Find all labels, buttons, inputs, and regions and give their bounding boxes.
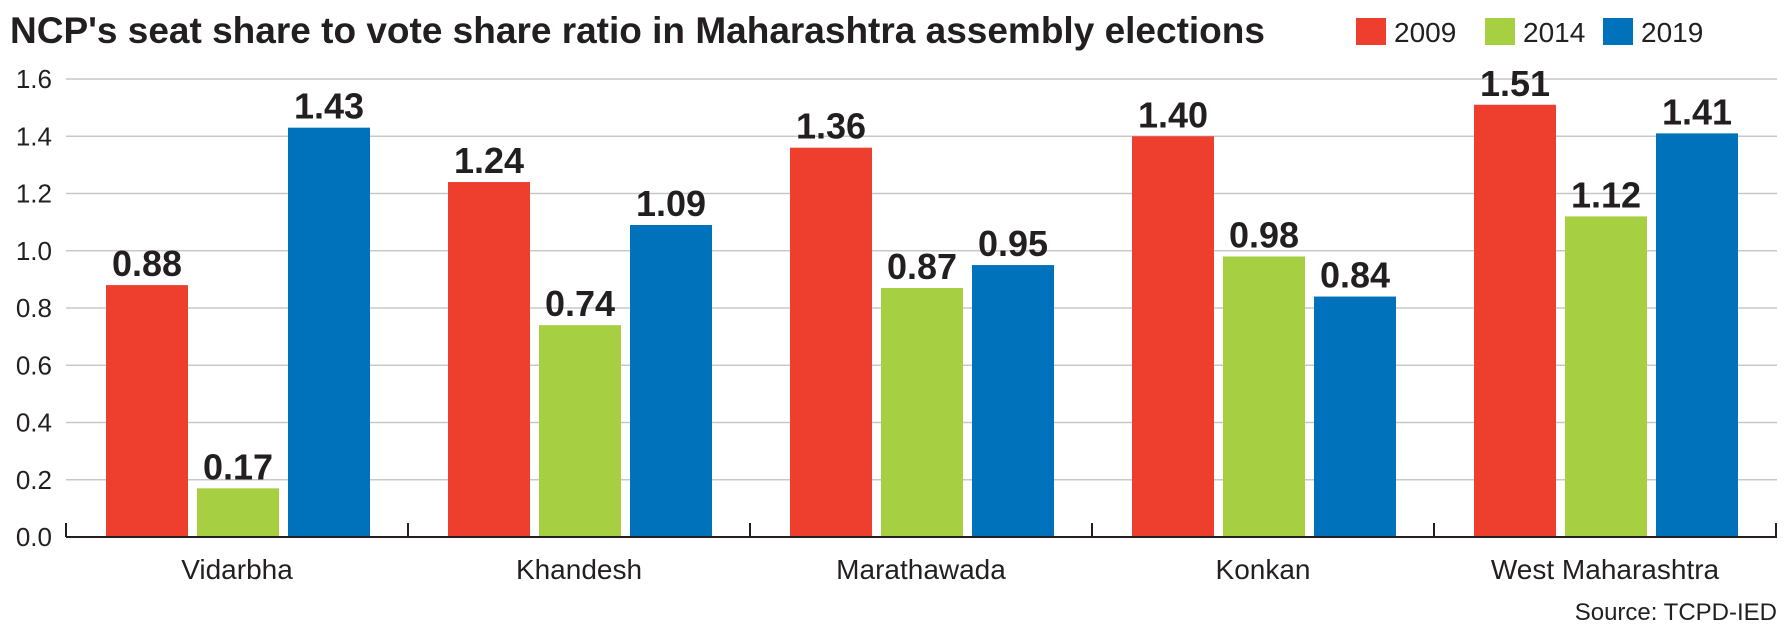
bar-2014-khandesh xyxy=(539,325,621,537)
y-tick-label-0.4: 0.4 xyxy=(16,408,52,438)
y-tick-label-0.2: 0.2 xyxy=(16,465,52,495)
bar-2009-khandesh xyxy=(448,182,530,538)
bar-2009-west-maharashtra xyxy=(1474,104,1556,537)
legend-swatch-2019 xyxy=(1603,18,1633,45)
chart-title: NCP's seat share to vote share ratio in … xyxy=(10,10,1265,51)
value-label-2019-konkan: 0.84 xyxy=(1320,255,1390,296)
value-labels: 0.88 0.17 1.43 1.24 0.74 1.09 1.36 0.87 0.95 1.40… xyxy=(112,63,1732,488)
bar-2009-konkan xyxy=(1132,136,1214,537)
value-label-2014-khandesh: 0.74 xyxy=(545,283,615,324)
value-label-2019-west-maharashtra: 1.41 xyxy=(1662,91,1732,132)
value-label-2009-konkan: 1.40 xyxy=(1138,94,1208,135)
x-axis xyxy=(65,523,1777,538)
value-label-2009-vidarbha: 0.88 xyxy=(112,243,182,284)
category-label-marathawada: Marathawada xyxy=(836,554,1006,585)
category-label-konkan: Konkan xyxy=(1216,554,1311,585)
source-note: Source: TCPD-IED xyxy=(1575,599,1777,626)
bar-2019-marathawada xyxy=(972,265,1054,537)
value-label-2019-vidarbha: 1.43 xyxy=(294,86,364,127)
legend-swatch-2014 xyxy=(1485,18,1515,45)
value-label-2014-vidarbha: 0.17 xyxy=(203,446,273,487)
bar-2014-west-maharashtra xyxy=(1565,216,1647,537)
bar-2014-konkan xyxy=(1223,256,1305,537)
legend-swatch-2009 xyxy=(1356,18,1386,45)
legend-label-2019: 2019 xyxy=(1641,17,1703,48)
bar-2014-marathawada xyxy=(881,287,963,537)
y-tick-label-1.2: 1.2 xyxy=(16,179,52,209)
category-label-west-maharashtra: West Maharashtra xyxy=(1491,554,1720,585)
value-label-2009-west-maharashtra: 1.51 xyxy=(1480,63,1550,104)
bars xyxy=(106,104,1738,538)
legend-label-2014: 2014 xyxy=(1523,17,1585,48)
y-tick-label-1.0: 1.0 xyxy=(16,236,52,266)
bar-2014-vidarbha xyxy=(197,488,279,537)
y-tick-label-0.8: 0.8 xyxy=(16,293,52,323)
bar-2019-khandesh xyxy=(630,224,712,538)
value-label-2019-khandesh: 1.09 xyxy=(636,183,706,224)
value-label-2014-marathawada: 0.87 xyxy=(887,246,957,287)
category-labels: Vidarbha Khandesh Marathawada Konkan West Ma… xyxy=(181,554,1719,585)
value-label-2019-marathawada: 0.95 xyxy=(978,223,1048,264)
bar-2009-vidarbha xyxy=(106,285,188,537)
value-label-2009-marathawada: 1.36 xyxy=(796,106,866,147)
y-tick-label-0.6: 0.6 xyxy=(16,350,52,380)
bar-2019-konkan xyxy=(1314,296,1396,537)
y-tick-label-0.0: 0.0 xyxy=(16,522,52,552)
value-label-2014-west-maharashtra: 1.12 xyxy=(1571,174,1641,215)
bar-2009-marathawada xyxy=(790,147,872,537)
category-label-khandesh: Khandesh xyxy=(516,554,642,585)
y-axis-tick-labels: 0.0 0.2 0.4 0.6 0.8 1.0 1.2 1.4 1.6 xyxy=(16,64,52,552)
y-tick-label-1.6: 1.6 xyxy=(16,64,52,94)
bar-2019-vidarbha xyxy=(288,127,370,537)
legend: 2009 2014 2019 xyxy=(1356,17,1703,48)
value-label-2009-khandesh: 1.24 xyxy=(454,140,524,181)
y-tick-label-1.4: 1.4 xyxy=(16,121,52,151)
value-label-2014-konkan: 0.98 xyxy=(1229,214,1299,255)
bar-2019-west-maharashtra xyxy=(1656,133,1738,537)
category-label-vidarbha: Vidarbha xyxy=(181,554,293,585)
legend-label-2009: 2009 xyxy=(1394,17,1456,48)
